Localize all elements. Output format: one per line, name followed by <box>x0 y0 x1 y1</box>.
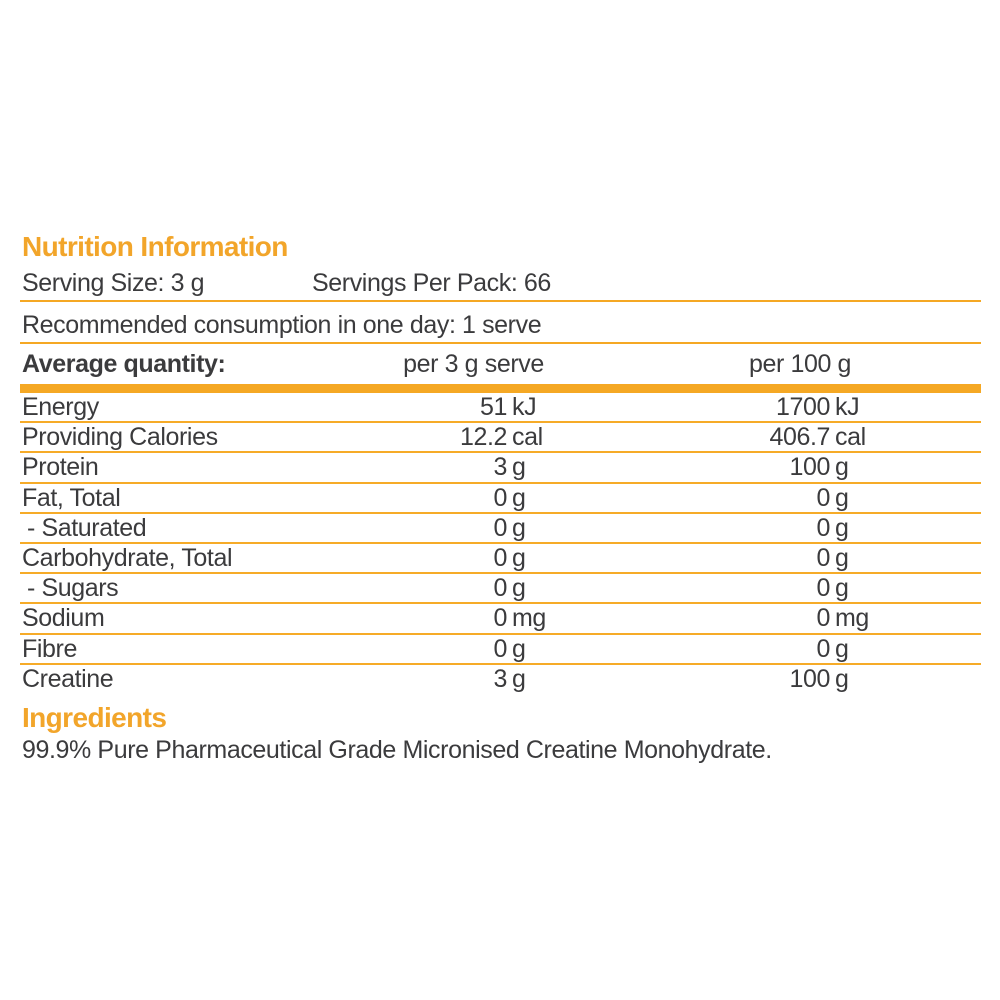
row-label: - Sugars <box>27 574 119 603</box>
serve-unit: cal <box>512 423 543 452</box>
serve-unit: mg <box>512 604 546 633</box>
row-label: - Saturated <box>27 513 147 542</box>
serve-unit: g <box>512 543 526 572</box>
serve-value: 0 <box>493 634 507 663</box>
per100-value: 1700 <box>775 393 830 421</box>
serve-unit: kJ <box>512 393 537 421</box>
serve-unit: g <box>512 574 526 603</box>
per100-value: 406.7 <box>769 423 830 452</box>
header-average-quantity: Average quantity: <box>22 350 226 378</box>
row-label: Creatine <box>22 664 114 693</box>
per100-value: 0 <box>816 634 830 663</box>
row-label: Fibre <box>22 634 77 663</box>
serve-value: 12.2 <box>459 423 507 452</box>
row-label: Sodium <box>22 604 105 633</box>
per100-unit: g <box>835 664 849 693</box>
table-row-providing-calories: Providing Calories 12.2 cal 406.7 cal <box>20 423 981 454</box>
table-header-row: Average quantity: per 3 g serve per 100 … <box>20 349 981 380</box>
per100-unit: cal <box>835 423 866 452</box>
table-row-fat-total: Fat, Total 0 g 0 g <box>20 484 981 514</box>
serve-value: 3 <box>493 664 507 693</box>
per100-unit: g <box>835 453 849 482</box>
serve-unit: g <box>512 634 526 663</box>
table-row-carbohydrate-total: Carbohydrate, Total 0 g 0 g <box>20 543 981 575</box>
nutrition-label: Nutrition Information Serving Size: 3 g … <box>20 0 981 1000</box>
serve-value: 0 <box>493 543 507 572</box>
table-row-sodium: Sodium 0 mg 0 mg <box>20 604 981 635</box>
ingredients-text: 99.9% Pure Pharmaceutical Grade Micronis… <box>22 736 772 764</box>
per100-unit: g <box>835 513 849 542</box>
row-label: Providing Calories <box>22 423 218 452</box>
per100-unit: g <box>835 543 849 572</box>
per100-unit: g <box>835 483 849 512</box>
row-label: Energy <box>22 393 99 421</box>
nutrition-information-title: Nutrition Information <box>22 231 288 262</box>
table-row-saturated: - Saturated 0 g 0 g <box>20 514 981 544</box>
serve-unit: g <box>512 483 526 512</box>
serve-value: 51 <box>479 393 507 421</box>
servings-per-pack-text: Servings Per Pack: 66 <box>312 269 551 297</box>
per100-unit: g <box>835 574 849 603</box>
row-label: Carbohydrate, Total <box>22 543 233 572</box>
per100-value: 0 <box>816 604 830 633</box>
table-row-energy: Energy 51 kJ 1700 kJ <box>20 393 981 424</box>
header-divider-bar <box>20 384 981 393</box>
serve-value: 0 <box>493 604 507 633</box>
serve-value: 0 <box>493 574 507 603</box>
serving-info-row: Serving Size: 3 g Servings Per Pack: 66 <box>20 269 981 302</box>
serve-value: 3 <box>493 453 507 482</box>
ingredients-heading: Ingredients <box>22 702 167 733</box>
table-row-protein: Protein 3 g 100 g <box>20 453 981 484</box>
table-row-creatine: Creatine 3 g 100 g <box>20 665 981 695</box>
per100-unit: mg <box>835 604 869 633</box>
row-label: Protein <box>22 453 99 482</box>
per100-unit: kJ <box>835 393 860 421</box>
serving-size-text: Serving Size: 3 g <box>22 269 205 297</box>
per100-unit: g <box>835 634 849 663</box>
header-per-serve: per 3 g serve <box>403 350 544 378</box>
serve-unit: g <box>512 453 526 482</box>
per100-value: 0 <box>816 543 830 572</box>
serve-value: 0 <box>493 513 507 542</box>
serve-unit: g <box>512 513 526 542</box>
per100-value: 0 <box>816 513 830 542</box>
serve-value: 0 <box>493 483 507 512</box>
row-label: Fat, Total <box>22 483 121 512</box>
header-per-100g: per 100 g <box>748 350 852 378</box>
serve-unit: g <box>512 664 526 693</box>
table-row-sugars: - Sugars 0 g 0 g <box>20 574 981 605</box>
per100-value: 0 <box>816 483 830 512</box>
per100-value: 100 <box>789 453 830 482</box>
nutrition-table: Energy 51 kJ 1700 kJ Providing Calories … <box>20 393 981 695</box>
table-row-fibre: Fibre 0 g 0 g <box>20 635 981 665</box>
per100-value: 0 <box>816 574 830 603</box>
per100-value: 100 <box>789 664 830 693</box>
recommended-consumption-text: Recommended consumption in one day: 1 se… <box>20 311 981 344</box>
